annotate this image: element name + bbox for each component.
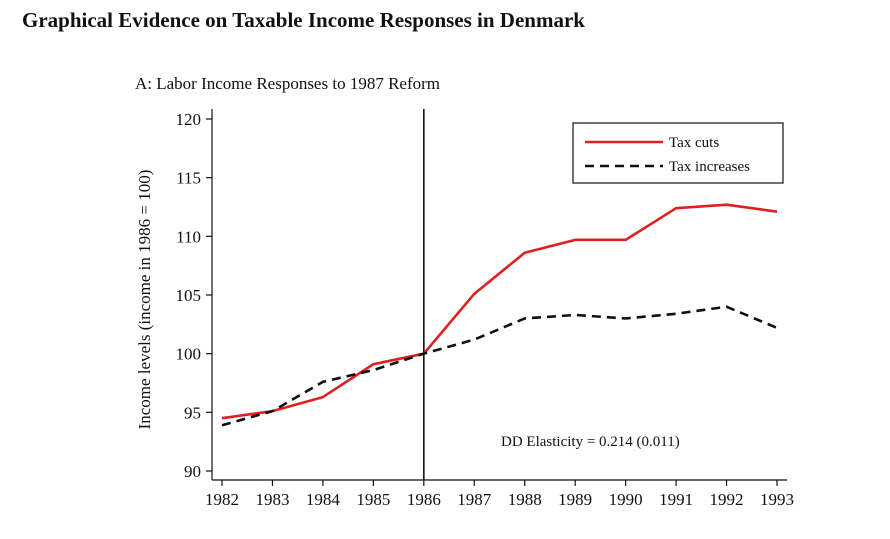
y-tick-label: 100 [176, 345, 202, 364]
y-axis-ticks: 90 95 100 105 110 115 120 [176, 110, 212, 481]
legend: Tax cuts Tax increases [572, 122, 784, 184]
series-line-2 [221, 305, 778, 427]
y-tick-label: 105 [176, 286, 202, 305]
x-tick-label: 1992 [710, 490, 744, 509]
legend-label-1: Tax cuts [669, 135, 719, 151]
dd-elasticity-annotation: DD Elasticity = 0.214 (0.011) [501, 434, 680, 450]
x-tick-label: 1987 [457, 490, 492, 509]
series-layer [221, 203, 778, 427]
x-axis-ticks: 1982 1983 1984 1985 1986 1987 1988 1989 1990 1991… [205, 480, 794, 509]
x-tick-label: 1985 [356, 490, 390, 509]
y-tick-label: 115 [176, 169, 201, 188]
figure-title: Graphical Evidence on Taxable Income Res… [22, 8, 585, 32]
y-tick-label: 110 [176, 227, 201, 246]
series-line-1 [221, 203, 778, 420]
x-tick-label: 1990 [609, 490, 643, 509]
y-tick-label: 90 [184, 462, 201, 481]
legend-label-2: Tax increases [669, 159, 750, 175]
x-tick-label: 1984 [306, 490, 341, 509]
y-axis-label: Income levels (income in 1986 = 100) [135, 170, 154, 430]
x-tick-label: 1983 [255, 490, 289, 509]
legend-box [572, 122, 784, 184]
x-tick-label: 1988 [508, 490, 542, 509]
x-tick-label: 1989 [558, 490, 592, 509]
x-tick-label: 1991 [659, 490, 693, 509]
x-tick-label: 1986 [407, 490, 441, 509]
chart-title: A: Labor Income Responses to 1987 Reform [135, 74, 440, 93]
y-tick-label: 120 [176, 110, 202, 129]
x-tick-label: 1993 [760, 490, 794, 509]
y-tick-label: 95 [184, 403, 201, 422]
x-tick-label: 1982 [205, 490, 239, 509]
